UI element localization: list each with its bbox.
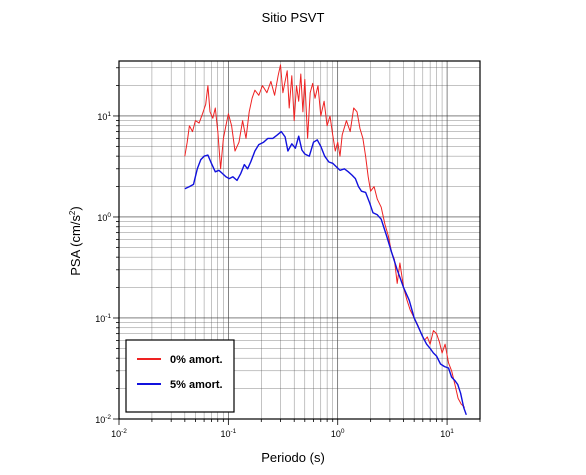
- y-tick-label-exponent: 1: [107, 111, 111, 118]
- x-tick-label-exponent: -2: [121, 428, 127, 435]
- x-tick-label-exponent: 0: [341, 428, 345, 435]
- x-tick-label: 100: [331, 428, 345, 439]
- legend-label-0: 0% amort.: [170, 354, 223, 366]
- x-tick-label: 10-1: [220, 428, 236, 439]
- y-tick-label: 10-1: [95, 313, 111, 324]
- plot-frame: [118, 60, 481, 420]
- y-tick-label-base: 10: [97, 112, 107, 122]
- y-tick-label: 100: [97, 212, 111, 223]
- x-tick-label-base: 10: [111, 429, 121, 439]
- series-layer: [184, 64, 467, 416]
- y-axis-label-sup: 2: [68, 210, 77, 215]
- x-tick-label: 10-2: [111, 428, 127, 439]
- grid: [118, 61, 481, 420]
- y-tick-label: 101: [97, 111, 111, 122]
- x-tick-label-base: 10: [220, 429, 230, 439]
- legend-label-1: 5% amort.: [170, 379, 223, 391]
- x-axis-label: Periodo (s): [261, 450, 325, 465]
- y-tick-label-exponent: -1: [105, 313, 111, 320]
- x-tick-label-base: 10: [331, 429, 341, 439]
- legend: 0% amort. 5% amort.: [125, 339, 235, 413]
- x-tick-label: 101: [440, 428, 454, 439]
- x-tick-label-exponent: -1: [230, 428, 236, 435]
- y-axis-label-main: PSA (cm/s: [68, 215, 83, 276]
- y-tick-label-exponent: -2: [105, 414, 111, 421]
- chart-title: Sitio PSVT: [262, 10, 325, 25]
- y-tick-label-base: 10: [95, 415, 105, 425]
- y-tick-label-base: 10: [95, 314, 105, 324]
- series-line-1: [184, 130, 467, 416]
- y-tick-label: 10-2: [95, 414, 111, 425]
- y-axis-label: PSA (cm/s2): [68, 206, 83, 275]
- y-axis-label-close: ): [68, 206, 83, 210]
- legend-box: [125, 339, 235, 413]
- x-tick-label-exponent: 1: [450, 428, 454, 435]
- x-tick-label-base: 10: [440, 429, 450, 439]
- y-tick-label-exponent: 0: [107, 212, 111, 219]
- y-tick-label-base: 10: [97, 213, 107, 223]
